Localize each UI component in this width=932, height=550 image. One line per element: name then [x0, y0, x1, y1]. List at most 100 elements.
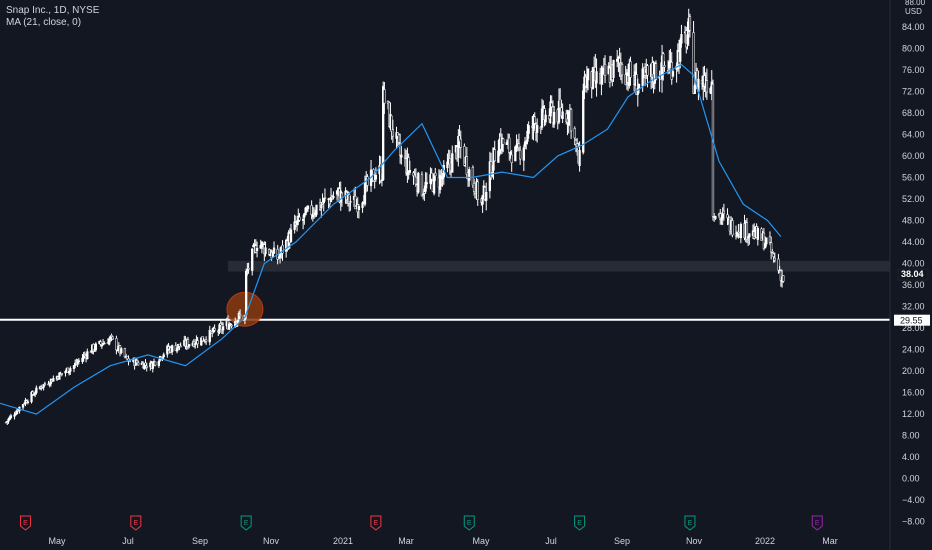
candle-body [407, 157, 410, 171]
candle-body [522, 147, 525, 161]
x-tick-label: Jul [122, 536, 134, 546]
candle-body [600, 73, 603, 84]
x-tick-label: 2022 [755, 536, 775, 546]
candle-body [30, 392, 33, 403]
candle-body [569, 109, 573, 132]
candle-body [519, 150, 522, 160]
earnings-marker[interactable] [811, 515, 823, 531]
earnings-marker[interactable] [684, 515, 696, 531]
candle-body [120, 348, 123, 354]
candle-body [272, 247, 276, 254]
candle-body [64, 371, 67, 374]
candle-body [103, 342, 106, 345]
y-tick-label-top: 88.00 [905, 0, 926, 7]
ma-legend: MA (21, close, 0) [6, 17, 82, 28]
candle-body [230, 324, 233, 327]
candle-body [471, 167, 475, 186]
candle-body [111, 336, 114, 340]
candle-body [525, 141, 528, 144]
y-tick-label: 48.00 [902, 215, 925, 225]
earnings-marker-label: E [577, 520, 582, 527]
candle-body [576, 143, 579, 147]
candle-body [157, 361, 160, 366]
candle-body [115, 338, 118, 351]
candle-body [582, 90, 585, 153]
candle-body [154, 361, 157, 366]
y-tick-label: 52.00 [902, 194, 925, 204]
earnings-marker[interactable] [574, 515, 586, 531]
candle-body [693, 85, 696, 94]
candle-body [502, 138, 505, 145]
candle-body [476, 181, 479, 200]
candle-body [171, 345, 174, 352]
candle-body [726, 214, 729, 219]
candle-body [441, 177, 444, 180]
candle-body [731, 220, 734, 236]
candle-body [340, 192, 344, 198]
candle-body [238, 314, 242, 317]
candle-body [137, 362, 140, 366]
candle-body [320, 204, 323, 209]
candle-body [335, 190, 339, 195]
candle-body [637, 83, 641, 89]
candle-body [109, 336, 112, 340]
earnings-marker[interactable] [240, 515, 252, 531]
candle-body [603, 64, 607, 76]
x-tick-label: Nov [686, 536, 703, 546]
y-tick-label: 32.00 [902, 302, 925, 312]
candle-body [305, 209, 308, 212]
candle-body [99, 341, 102, 345]
earnings-marker[interactable] [370, 515, 382, 531]
candle-body [66, 367, 70, 373]
candle-body [425, 182, 428, 184]
y-tick-label: 4.00 [902, 452, 920, 462]
y-tick-label: 24.00 [902, 345, 925, 355]
y-tick-label: 60.00 [902, 151, 925, 161]
candle-body [440, 176, 443, 178]
candle-body [705, 80, 709, 93]
y-tick-label: 80.00 [902, 43, 925, 53]
candle-body [21, 404, 25, 408]
y-tick-label: 72.00 [902, 86, 925, 96]
candle-body [505, 142, 508, 146]
candle-body [196, 340, 199, 345]
candle-body [244, 270, 248, 315]
y-tick-label: −4.00 [902, 495, 925, 505]
ma-line [0, 63, 782, 415]
earnings-marker[interactable] [463, 515, 475, 531]
candle-body [497, 150, 500, 163]
candle-body [58, 372, 61, 380]
earnings-marker-label: E [244, 520, 249, 527]
candle-body [770, 242, 773, 253]
candle-body [145, 365, 148, 368]
candle-body [417, 172, 420, 193]
candle-body [711, 83, 715, 217]
candle-body [110, 335, 113, 337]
candle-body [306, 205, 310, 210]
candle-body [536, 125, 539, 133]
earnings-marker[interactable] [130, 515, 142, 531]
candle-body [310, 205, 313, 216]
support-zone [227, 260, 890, 272]
candle-body [13, 414, 16, 417]
chart-legend: Snap Inc., 1D, NYSE MA (21, close, 0) [6, 5, 99, 29]
candle-body [768, 236, 772, 243]
candle-body [612, 60, 615, 78]
earnings-marker-label: E [467, 520, 472, 527]
candle-body [509, 152, 512, 154]
candle-body [510, 154, 513, 164]
candle-body [777, 258, 780, 271]
candle-body [179, 345, 182, 348]
candle-body [430, 172, 433, 180]
candle-body [247, 267, 250, 270]
last-price-label: 38.04 [901, 269, 924, 279]
candle-body [756, 228, 759, 240]
candle-body [765, 237, 768, 245]
candle-body [514, 146, 517, 162]
candle-body [278, 253, 282, 258]
candle-body [304, 207, 307, 216]
earnings-marker[interactable] [19, 515, 31, 531]
candle-body [722, 210, 726, 215]
